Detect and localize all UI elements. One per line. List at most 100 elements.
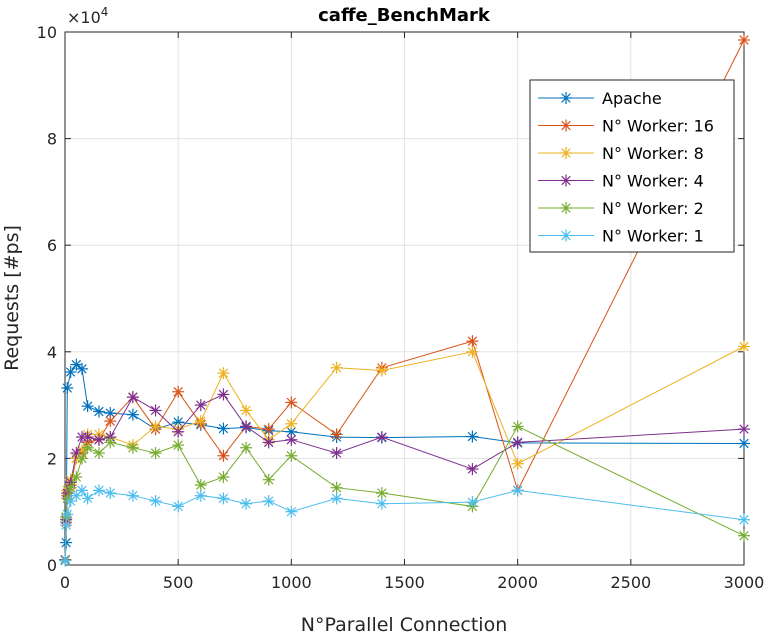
data-point [330, 361, 343, 374]
x-tick-label: 0 [60, 573, 70, 592]
data-point [104, 436, 117, 449]
data-point [81, 431, 94, 444]
x-tick-label: 500 [163, 573, 194, 592]
x-tick-label: 1000 [271, 573, 312, 592]
data-point [60, 519, 73, 532]
data-point [149, 495, 162, 508]
data-point [466, 345, 479, 358]
data-point [217, 388, 230, 401]
data-point [75, 362, 88, 375]
series-line [64, 363, 745, 560]
data-point [738, 513, 750, 526]
data-point [262, 495, 275, 508]
legend-box [529, 79, 735, 253]
data-point [262, 473, 275, 486]
x-tick-label: 2500 [610, 573, 651, 592]
data-point [375, 497, 388, 510]
data-point [240, 497, 253, 510]
data-point [466, 430, 479, 443]
legend-item: Apache [538, 89, 662, 108]
data-point [217, 449, 230, 462]
x-tick-label: 2000 [497, 573, 538, 592]
data-point [92, 484, 105, 497]
data-point [149, 404, 162, 417]
data-point [738, 529, 750, 542]
data-point [104, 487, 117, 500]
legend-item: N° Worker: 16 [538, 117, 714, 136]
data-point [59, 554, 72, 567]
data-point [330, 428, 343, 441]
series-line [64, 393, 745, 560]
series-line [64, 425, 745, 561]
data-point [81, 492, 94, 505]
data-point [466, 496, 479, 509]
data-point [64, 366, 77, 379]
data-point [81, 400, 94, 413]
data-point [240, 441, 253, 454]
data-point [285, 417, 298, 430]
data-point [75, 484, 88, 497]
data-point [511, 484, 524, 497]
y-exponent-base: ×10 [67, 8, 101, 27]
legend-item: N° Worker: 1 [538, 227, 704, 246]
data-point [262, 436, 275, 449]
y-exponent-label: ×104 [67, 5, 108, 27]
data-point [92, 447, 105, 460]
data-point [126, 408, 139, 421]
data-point [738, 33, 750, 46]
x-tick-label: 3000 [724, 573, 765, 592]
data-point [172, 385, 185, 398]
data-point [285, 505, 298, 518]
data-point [330, 492, 343, 505]
data-point [194, 479, 207, 492]
data-point [126, 391, 139, 404]
data-point [126, 441, 139, 454]
data-point [217, 471, 230, 484]
series-line [64, 39, 745, 561]
data-point [172, 439, 185, 452]
data-point [194, 415, 207, 428]
legend-marker [560, 147, 572, 159]
data-point [217, 422, 230, 435]
data-point [330, 481, 343, 494]
data-point [81, 441, 94, 454]
series-5 [59, 484, 750, 567]
legend-item: N° Worker: 8 [538, 144, 704, 163]
data-point [64, 481, 77, 494]
y-tick-label: 4 [47, 343, 57, 362]
data-point [262, 423, 275, 436]
data-point [61, 382, 74, 395]
y-tick-label: 6 [47, 236, 57, 255]
legend-marker [560, 92, 572, 104]
chart-title: caffe_BenchMark [318, 5, 491, 26]
data-point [511, 436, 524, 449]
legend-marker [560, 119, 572, 132]
y-axis-label: Requests [#ps] [1, 225, 23, 371]
y-tick-label: 8 [47, 130, 57, 149]
data-point [149, 447, 162, 460]
legend-label: N° Worker: 2 [602, 199, 704, 218]
data-point [375, 487, 388, 500]
data-point [194, 399, 207, 412]
y-tick-label: 0 [47, 556, 57, 575]
legend-label: N° Worker: 8 [602, 144, 704, 163]
data-point [126, 489, 139, 502]
data-point [172, 500, 185, 513]
legend-label: N° Worker: 1 [602, 227, 704, 246]
data-point [738, 423, 750, 436]
axis-ticks: 0 500 1000 1500 2000 2500 3000 0 2 4 6 8 10 [37, 23, 765, 592]
legend-marker [560, 202, 572, 214]
data-point [375, 431, 388, 444]
data-point [285, 433, 298, 446]
data-point [330, 447, 343, 460]
data-point [70, 358, 83, 371]
data-point [61, 508, 74, 521]
data-point [738, 437, 750, 450]
data-point [104, 415, 117, 428]
legend-marker [560, 229, 572, 242]
data-point [511, 457, 524, 470]
data-point [194, 489, 207, 502]
y-tick-label: 2 [47, 449, 57, 468]
data-point [172, 425, 185, 438]
legend-item: N° Worker: 4 [538, 172, 704, 191]
